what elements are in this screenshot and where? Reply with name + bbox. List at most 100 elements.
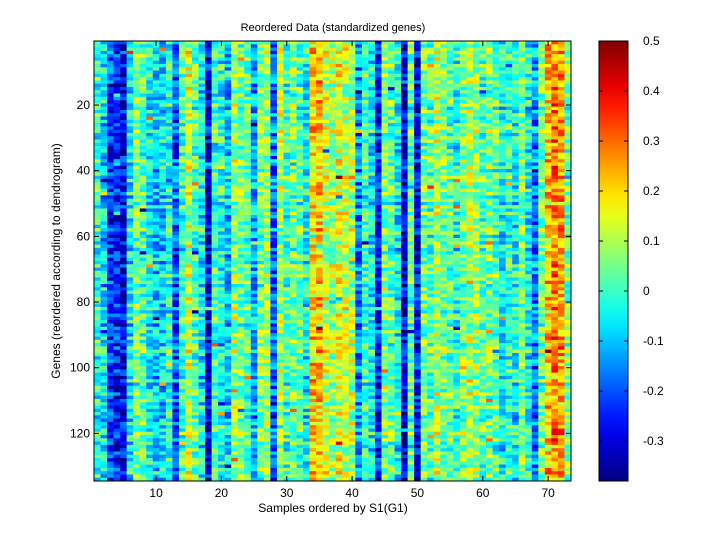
- heatmap-cell: [224, 464, 232, 469]
- heatmap-cell: [94, 165, 102, 170]
- heatmap-cell: [192, 178, 200, 183]
- heatmap-cell: [218, 100, 226, 104]
- heatmap-cell: [270, 425, 278, 429]
- heatmap-cell: [283, 188, 291, 193]
- heatmap-cell: [276, 228, 284, 232]
- heatmap-cell: [139, 244, 147, 249]
- heatmap-cell: [329, 316, 337, 321]
- heatmap-cell: [113, 119, 121, 124]
- heatmap-cell: [303, 41, 311, 45]
- heatmap-cell: [107, 205, 115, 209]
- heatmap-cell: [224, 352, 232, 357]
- heatmap-cell: [250, 152, 258, 157]
- heatmap-cell: [290, 369, 298, 374]
- heatmap-cell: [211, 467, 219, 472]
- heatmap-cell: [290, 293, 298, 298]
- heatmap-cell: [270, 329, 278, 334]
- heatmap-cell: [113, 474, 121, 479]
- heatmap-cell: [296, 316, 304, 321]
- heatmap-cell: [296, 303, 304, 308]
- heatmap-cell: [205, 90, 213, 95]
- heatmap-cell: [139, 185, 147, 190]
- heatmap-cell: [283, 444, 291, 449]
- heatmap-cell: [316, 208, 324, 213]
- heatmap-cell: [316, 113, 324, 118]
- heatmap-cell: [250, 277, 258, 282]
- heatmap-cell: [198, 139, 206, 144]
- heatmap-cell: [218, 152, 226, 157]
- heatmap-cell: [107, 54, 115, 58]
- heatmap-cell: [231, 60, 239, 65]
- heatmap-cell: [205, 142, 213, 147]
- heatmap-cell: [257, 395, 265, 400]
- heatmap-cell: [198, 63, 206, 68]
- heatmap-cell: [100, 451, 108, 456]
- heatmap-cell: [126, 175, 134, 180]
- heatmap-cell: [133, 405, 141, 410]
- heatmap-cell: [250, 283, 258, 288]
- heatmap-cell: [257, 146, 265, 150]
- heatmap-cell: [290, 234, 298, 239]
- heatmap-cell: [263, 346, 271, 351]
- heatmap-cell: [126, 90, 134, 95]
- heatmap-cell: [107, 175, 115, 180]
- heatmap-cell: [165, 113, 173, 118]
- heatmap-cell: [276, 306, 284, 311]
- heatmap-cell: [329, 402, 337, 406]
- heatmap-cell: [100, 300, 108, 305]
- heatmap-cell: [133, 57, 141, 62]
- heatmap-cell: [237, 86, 245, 91]
- heatmap-cell: [205, 467, 213, 472]
- heatmap-cell: [263, 100, 271, 104]
- heatmap-cell: [107, 283, 115, 288]
- heatmap-cell: [322, 136, 330, 140]
- heatmap-cell: [120, 274, 128, 278]
- heatmap-cell: [270, 195, 278, 200]
- heatmap-cell: [126, 155, 134, 160]
- heatmap-cell: [139, 86, 147, 91]
- heatmap-cell: [250, 238, 258, 242]
- heatmap-cell: [198, 293, 206, 298]
- heatmap-cell: [296, 438, 304, 443]
- heatmap-cell: [283, 425, 291, 429]
- heatmap-cell: [231, 412, 239, 416]
- heatmap-cell: [276, 336, 284, 341]
- heatmap-cell: [113, 316, 121, 321]
- heatmap-cell: [231, 254, 239, 259]
- heatmap-cell: [139, 297, 147, 301]
- heatmap-cell: [244, 306, 252, 311]
- heatmap-cell: [94, 254, 102, 259]
- heatmap-cell: [329, 287, 337, 292]
- heatmap-cell: [205, 418, 213, 423]
- heatmap-cell: [192, 464, 200, 469]
- heatmap-cell: [329, 175, 337, 180]
- heatmap-cell: [224, 254, 232, 259]
- heatmap-cell: [185, 277, 193, 282]
- heatmap-cell: [107, 208, 115, 213]
- heatmap-cell: [244, 73, 252, 78]
- heatmap-cell: [107, 221, 115, 226]
- heatmap-cell: [146, 339, 154, 344]
- heatmap-cell: [165, 444, 173, 449]
- heatmap-cell: [276, 362, 284, 367]
- heatmap-cell: [270, 142, 278, 147]
- heatmap-cell: [159, 474, 167, 479]
- heatmap-cell: [139, 257, 147, 262]
- heatmap-cell: [185, 362, 193, 367]
- heatmap-cell: [316, 50, 324, 55]
- heatmap-cell: [244, 421, 252, 426]
- heatmap-cell: [205, 139, 213, 144]
- heatmap-cell: [139, 106, 147, 111]
- heatmap-cell: [309, 369, 317, 374]
- heatmap-cell: [316, 402, 324, 406]
- heatmap-cell: [172, 257, 180, 262]
- heatmap-cell: [231, 297, 239, 301]
- heatmap-cell: [126, 257, 134, 262]
- heatmap-cell: [224, 303, 232, 308]
- heatmap-cell: [250, 192, 258, 196]
- heatmap-cell: [192, 382, 200, 387]
- heatmap-cell: [172, 182, 180, 186]
- heatmap-cell: [120, 129, 128, 134]
- heatmap-cell: [322, 405, 330, 410]
- heatmap-cell: [120, 369, 128, 374]
